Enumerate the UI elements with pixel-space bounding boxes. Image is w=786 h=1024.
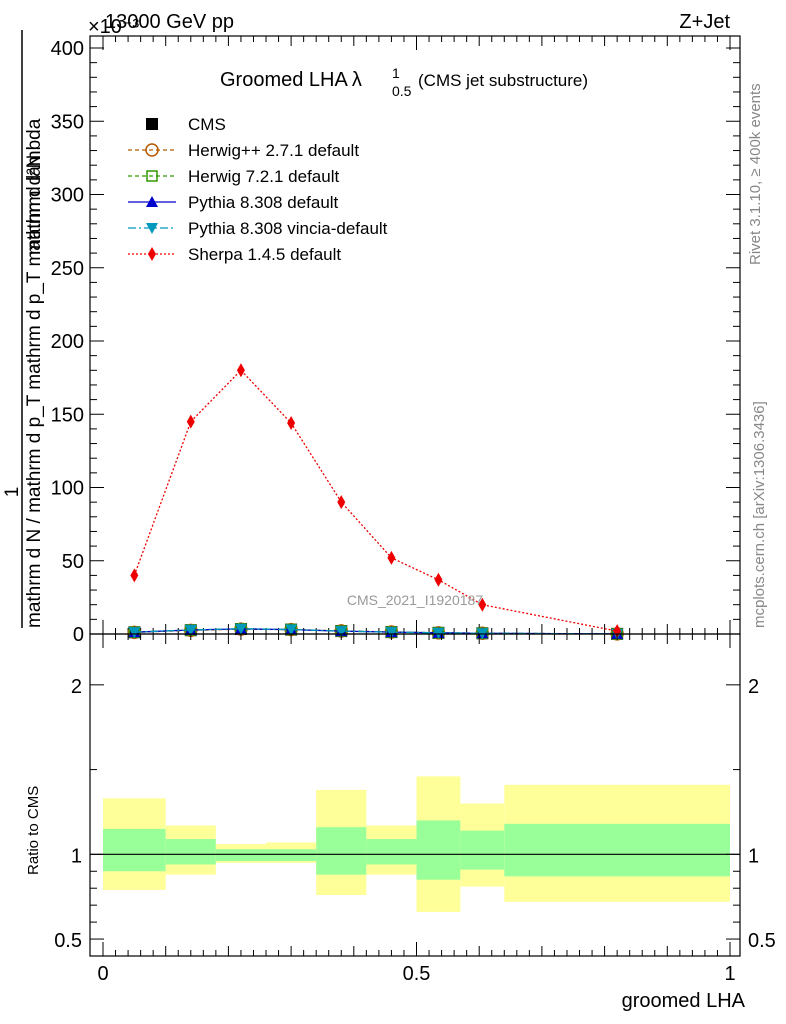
data-point — [335, 626, 348, 638]
y-tick-label: 100 — [51, 478, 84, 500]
chart-title-note: (CMS jet substructure) — [418, 71, 588, 90]
legend-marker — [145, 143, 159, 157]
chart-title-symbol: λ — [352, 69, 362, 91]
ratio-inner-band — [103, 828, 166, 872]
data-point — [285, 624, 298, 636]
x-tick-label: 1 — [724, 963, 735, 985]
ylabel-numerator: 1 — [2, 487, 23, 498]
chart-title-main: Groomed LHA — [220, 69, 348, 91]
process-label: Z+Jet — [679, 11, 730, 33]
data-point — [434, 572, 443, 587]
exponent-label: ×10⁻³ — [88, 16, 139, 38]
y-tick-label: 350 — [51, 111, 84, 133]
data-point — [432, 627, 445, 639]
x-tick-label: 0.5 — [403, 963, 431, 985]
chart-title: Groomed LHA λ — [220, 69, 362, 91]
legend-marker — [148, 247, 156, 261]
rivet-label: Rivet 3.1.10, ≥ 400k events — [747, 83, 764, 265]
data-point — [234, 623, 247, 635]
ratio-y-tick-label-right: 2 — [748, 676, 759, 698]
ratio-frame — [89, 633, 741, 957]
legend-marker — [146, 196, 158, 207]
data-point — [130, 568, 139, 583]
legend-label: Sherpa 1.4.5 default — [188, 245, 341, 264]
ratio-inner-band — [460, 830, 505, 870]
x-axis-label: groomed LHA — [622, 990, 746, 1012]
ratio-inner-band — [366, 839, 417, 865]
y-tick-label: 0 — [73, 624, 84, 646]
ylabel-line2: mathrm d N / mathrm d p_T mathrm d p_T m… — [24, 118, 45, 628]
ratio-inner-band — [266, 849, 317, 862]
y-tick-label: 250 — [51, 258, 84, 280]
y-tick-label: 50 — [62, 551, 84, 573]
legend-marker — [146, 223, 158, 234]
legend: CMS Herwig++ 2.7.1 default Herwig 7.2.1 de… — [128, 115, 388, 264]
ratio-inner-band — [316, 827, 367, 875]
ratio-inner-band — [504, 823, 730, 877]
data-point — [236, 363, 245, 378]
ratio-inner-band — [165, 839, 216, 865]
y-tick-label: 150 — [51, 404, 84, 426]
ratio-inner-band — [215, 849, 267, 862]
mcplots-label: mcplots.cern.ch [arXiv:1306.3436] — [751, 401, 768, 628]
ratio-y-tick-label: 2 — [71, 676, 82, 698]
ylabel-line1: mathrm d²N — [24, 155, 45, 255]
data-point — [186, 414, 195, 429]
data-point — [128, 627, 141, 639]
data-point — [385, 627, 398, 639]
legend-marker — [146, 118, 158, 130]
y-tick-label: 200 — [51, 331, 84, 353]
ratio-inner-band — [416, 820, 461, 880]
ratio-y-tick-label-right: 0.5 — [748, 930, 776, 952]
ratio-y-tick-label-right: 1 — [748, 845, 759, 867]
ratio-y-tick-label: 0.5 — [54, 930, 82, 952]
chart-title-sub: 0.5 — [392, 83, 412, 99]
legend-marker — [146, 170, 158, 182]
data-point — [478, 597, 487, 612]
legend-label: Herwig++ 2.7.1 default — [188, 141, 359, 160]
data-point — [337, 495, 346, 510]
ratio-y-tick-label: 1 — [71, 845, 82, 867]
watermark: CMS_2021_I1920187 — [347, 592, 483, 608]
legend-label: Pythia 8.308 default — [188, 193, 339, 212]
energy-label: 13000 GeV pp — [105, 11, 234, 33]
legend-label: CMS — [188, 115, 226, 134]
data-point — [387, 550, 396, 565]
ratio-y-label: Ratio to CMS — [25, 786, 42, 875]
legend-label: Herwig 7.2.1 default — [188, 167, 339, 186]
data-point — [184, 624, 197, 636]
chart-title-sup: 1 — [392, 65, 400, 81]
y-tick-label: 400 — [51, 38, 84, 60]
legend-label: Pythia 8.308 vincia-default — [188, 219, 388, 238]
y-tick-label: 300 — [51, 185, 84, 207]
x-tick-label: 0 — [97, 963, 108, 985]
data-point — [287, 416, 296, 431]
ratio-plot: 0.5 0.5 1 1 2 2 0 0.5 1 — [54, 633, 776, 985]
